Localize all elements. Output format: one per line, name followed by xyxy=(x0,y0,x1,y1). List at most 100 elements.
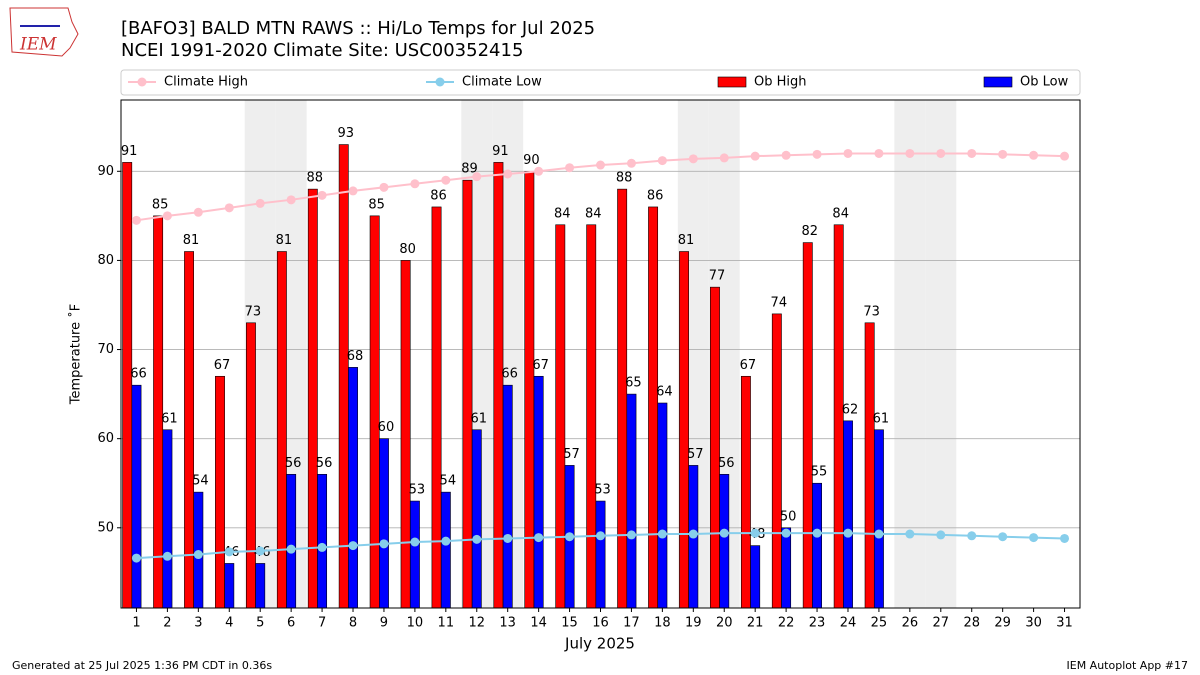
point xyxy=(843,528,853,538)
value-label: 93 xyxy=(337,126,354,141)
x-tick-label: 3 xyxy=(194,616,202,631)
plot-frame xyxy=(120,99,1081,609)
x-tick-label: 1 xyxy=(132,616,140,631)
point xyxy=(379,182,389,192)
x-tick-label: 15 xyxy=(561,616,578,631)
value-label: 82 xyxy=(801,224,818,239)
point xyxy=(998,149,1008,159)
bar xyxy=(617,188,628,609)
legend-label: Climate High xyxy=(164,75,248,90)
bar xyxy=(873,429,884,609)
bar xyxy=(462,179,473,609)
point xyxy=(565,163,575,173)
point xyxy=(410,537,420,547)
bar xyxy=(781,527,792,609)
value-label: 81 xyxy=(678,233,695,248)
bar xyxy=(802,242,813,609)
bar xyxy=(307,188,318,609)
point xyxy=(967,531,977,541)
bar xyxy=(379,438,389,609)
point xyxy=(874,148,884,158)
point xyxy=(905,529,915,539)
x-tick-label: 4 xyxy=(225,616,233,631)
bar xyxy=(471,429,482,609)
bar xyxy=(719,474,730,609)
bar xyxy=(276,251,287,609)
bar xyxy=(524,170,535,609)
value-label: 86 xyxy=(430,188,447,203)
bar xyxy=(657,402,668,609)
value-label: 90 xyxy=(523,153,540,168)
value-label: 65 xyxy=(625,376,642,391)
value-label: 88 xyxy=(307,171,324,186)
x-tick-label: 13 xyxy=(499,616,516,631)
x-tick-label: 10 xyxy=(407,616,424,631)
bar xyxy=(338,144,349,609)
x-tick-label: 24 xyxy=(840,616,857,631)
bar xyxy=(679,251,689,609)
point xyxy=(657,529,667,539)
bar xyxy=(409,500,420,609)
point xyxy=(657,156,667,166)
bar xyxy=(215,375,225,609)
point xyxy=(781,528,791,538)
x-tick-label: 26 xyxy=(902,616,919,631)
x-tick-label: 11 xyxy=(438,616,455,631)
y-tick-label: 90 xyxy=(97,164,114,179)
point xyxy=(224,203,234,213)
value-label: 53 xyxy=(594,483,611,498)
value-label: 60 xyxy=(378,420,395,435)
value-label: 55 xyxy=(811,465,828,480)
value-label: 67 xyxy=(214,358,231,373)
point xyxy=(503,169,513,179)
point xyxy=(1060,151,1070,161)
point xyxy=(317,190,327,200)
bar xyxy=(122,162,133,609)
x-tick-label: 22 xyxy=(778,616,795,631)
value-label: 61 xyxy=(161,411,178,426)
value-label: 81 xyxy=(276,233,293,248)
x-tick-label: 20 xyxy=(716,616,733,631)
y-tick-label: 50 xyxy=(97,520,114,535)
legend-marker xyxy=(137,77,147,87)
x-tick-label: 25 xyxy=(871,616,888,631)
point xyxy=(317,542,327,552)
point xyxy=(131,553,141,563)
point xyxy=(193,550,203,560)
value-label: 84 xyxy=(554,206,571,221)
x-tick-label: 18 xyxy=(654,616,671,631)
bar xyxy=(740,375,751,609)
x-tick-label: 21 xyxy=(747,616,764,631)
value-label: 66 xyxy=(130,367,147,382)
value-label: 56 xyxy=(316,456,333,471)
value-label: 73 xyxy=(863,304,880,319)
point xyxy=(688,529,698,539)
value-label: 86 xyxy=(647,188,664,203)
bar xyxy=(431,206,442,609)
bar xyxy=(648,206,659,609)
point xyxy=(565,532,575,542)
x-tick-label: 27 xyxy=(933,616,950,631)
point xyxy=(626,158,636,168)
point xyxy=(596,531,605,541)
value-label: 64 xyxy=(656,385,673,400)
bar xyxy=(626,393,637,609)
x-tick-label: 23 xyxy=(809,616,826,631)
bar xyxy=(843,420,853,609)
point xyxy=(812,528,822,538)
y-tick-label: 60 xyxy=(97,431,114,446)
value-label: 73 xyxy=(245,304,262,319)
point xyxy=(688,154,698,164)
point xyxy=(719,528,729,538)
bar xyxy=(864,322,875,609)
bar xyxy=(555,224,566,609)
value-label: 80 xyxy=(399,242,416,257)
point xyxy=(750,151,760,161)
legend-marker xyxy=(435,77,445,87)
x-tick-label: 14 xyxy=(530,616,547,631)
point xyxy=(874,529,884,539)
logo: IEM xyxy=(9,7,79,57)
value-label: 85 xyxy=(368,197,385,212)
bar xyxy=(502,384,513,609)
